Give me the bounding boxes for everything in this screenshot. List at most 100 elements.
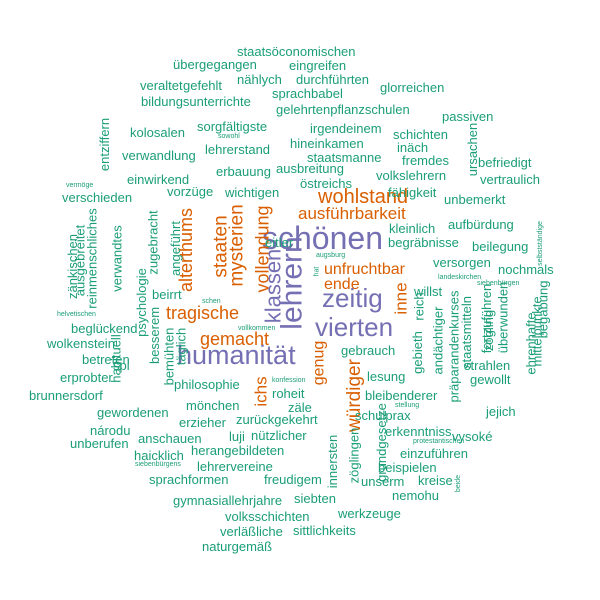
word: kreise (418, 473, 453, 488)
word: stellung (395, 402, 420, 409)
word: nählych (237, 72, 282, 87)
word: verwandlung (122, 148, 196, 163)
word: landeskirchen (438, 274, 482, 281)
word: wohlstand (318, 186, 409, 208)
word: unbemerkt (444, 192, 506, 207)
word: verläßliche (220, 524, 283, 539)
word: werkzeuge (338, 506, 401, 521)
word: ursachen (465, 122, 481, 177)
word: begräbnisse (388, 235, 459, 250)
word: beglückend (71, 321, 138, 336)
word: staatsöconomischen (237, 44, 356, 59)
word: staatsmanne (307, 150, 382, 165)
word: ende (324, 276, 360, 293)
word: beirrt (152, 287, 182, 302)
word: aufbürdung (448, 217, 514, 232)
word: erzieher (179, 415, 226, 430)
word: sprachformen (149, 472, 229, 487)
word: gelehrtenpflanzschulen (276, 102, 410, 117)
word: philosophie (174, 377, 240, 392)
word: volksschichten (225, 509, 310, 524)
word: mönchen (186, 398, 240, 413)
word: siebenbürgen (477, 280, 520, 287)
word: protestantischen (413, 438, 465, 445)
word: gemacht (200, 329, 270, 349)
word: sprachbabel (272, 86, 343, 101)
word: vertraulich (480, 172, 540, 187)
word: volkslehrern (376, 168, 447, 183)
word: gewordenen (97, 405, 169, 420)
word: erprobter (60, 370, 113, 385)
word: betreten (82, 352, 130, 367)
word: siebten (294, 491, 336, 506)
word: schen (202, 298, 221, 305)
word: vorzüge (167, 184, 214, 199)
word: unberufen (70, 436, 129, 451)
word: habituell (108, 334, 124, 383)
word: humanität (177, 340, 296, 370)
word: fortzuführen (479, 283, 495, 354)
word: luji (229, 429, 245, 444)
word: überwunden (495, 281, 511, 354)
word: besserem (147, 306, 163, 365)
word: zurückgekehrt (236, 412, 318, 427)
word: sowohl (218, 133, 240, 140)
word: andächtiger (430, 306, 446, 375)
word: sittlichkeits (293, 523, 356, 538)
word: gefehlt (183, 78, 223, 93)
word: kleinlich (389, 221, 436, 236)
word: befriedigt (478, 155, 532, 170)
word: fähigkeit (388, 185, 437, 200)
word: reinmenschliches (84, 208, 100, 309)
word: haicklich (134, 448, 184, 463)
word: willst (414, 284, 443, 299)
word: lehrervereine (197, 459, 273, 474)
word: unserm (361, 474, 405, 489)
word: gebrauch (341, 343, 396, 358)
word: gebieth (409, 331, 425, 374)
word: eitler (265, 235, 294, 250)
word: lehrerstand (205, 142, 271, 157)
word: entziffern (97, 117, 113, 172)
word: täglich (173, 327, 189, 366)
word: gymnasiallehrjahre (173, 493, 283, 508)
word: augsburg (316, 252, 346, 259)
word: gewollt (470, 372, 511, 387)
word: psychologie (133, 268, 149, 337)
word: eingreifen (289, 58, 347, 73)
word: ausbreitung (276, 161, 344, 176)
word: hat (313, 266, 321, 277)
word: schönen (262, 220, 383, 256)
word: vysoké (452, 429, 493, 444)
word: zugebracht (145, 210, 161, 275)
word: tragische (166, 303, 240, 323)
word: schulprax (355, 408, 411, 423)
word: bildungsunterrichte (141, 94, 251, 109)
word: vollkommen (238, 325, 276, 332)
word: begabung (535, 280, 551, 339)
word: sorgfältigste (197, 119, 268, 134)
word: erkenntniss (385, 424, 452, 439)
word: konfession (272, 377, 306, 384)
word: národu (90, 423, 131, 438)
word: wolkenstein (47, 336, 115, 351)
word: beilegung (472, 239, 529, 254)
word: zäle (288, 400, 312, 415)
word: strahlen (464, 358, 511, 373)
word: angeführt (167, 221, 183, 276)
word: nochmals (498, 262, 554, 277)
word: nützlicher (251, 428, 307, 443)
word: reich (411, 292, 427, 321)
word: bleibenderer (365, 388, 438, 403)
word: irgendeinem (310, 121, 382, 136)
word: unfruchtbar (324, 261, 405, 278)
word: roheit (272, 386, 305, 401)
word: passiven (442, 109, 494, 124)
word: anschauen (138, 431, 202, 446)
word: beide (455, 474, 463, 493)
word: innersten (325, 434, 341, 489)
word: brunnersdorf (29, 388, 103, 403)
word: durchführten (296, 72, 369, 87)
word: jejich (486, 404, 516, 419)
